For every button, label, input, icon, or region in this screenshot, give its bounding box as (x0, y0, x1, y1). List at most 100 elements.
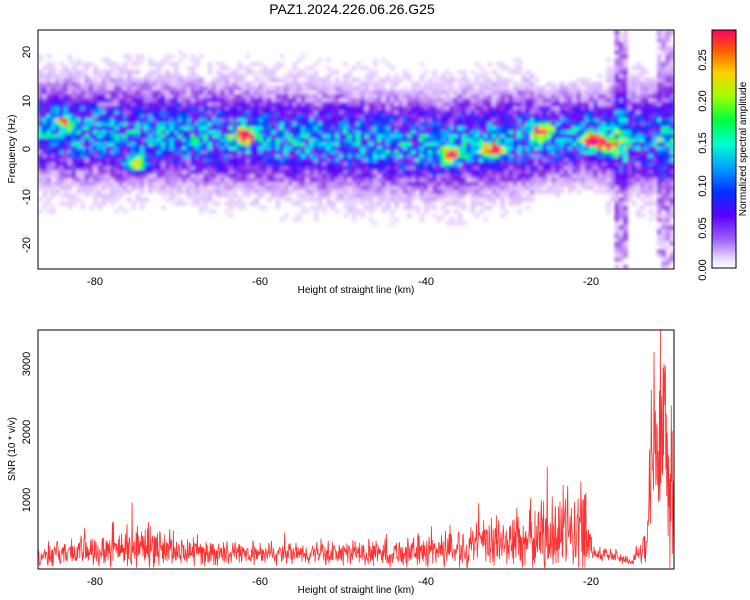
heatmap-cell (207, 105, 213, 111)
heatmap-cell (165, 97, 171, 103)
heatmap-cell (118, 89, 124, 95)
heatmap-cell (228, 133, 234, 139)
heatmap-cell (169, 185, 175, 190)
heatmap-cell (525, 197, 531, 202)
heatmap-cell (512, 197, 518, 202)
heatmap-cell (631, 105, 637, 111)
heatmap-cell (165, 81, 171, 87)
heatmap-cell (207, 137, 213, 143)
heatmap-cell (156, 129, 162, 135)
heatmap-cell (466, 137, 472, 143)
heatmap-cell (491, 89, 497, 95)
heatmap-cell (449, 81, 455, 87)
heatmap-cell (635, 153, 641, 159)
heatmap-cell (542, 109, 548, 115)
heatmap-cell (623, 129, 628, 135)
heatmap-cell (631, 161, 637, 166)
heatmap-cell (50, 141, 56, 147)
heatmap-cell (398, 145, 404, 151)
heatmap-cell (177, 93, 183, 99)
heatmap-cell (436, 133, 442, 139)
heatmap-cell (368, 141, 374, 147)
heatmap-cell (415, 109, 421, 115)
heatmap-cell (419, 181, 425, 186)
heatmap-cell (309, 181, 315, 186)
heatmap-cell (406, 169, 412, 174)
heatmap-cell (224, 77, 230, 83)
heatmap-cell (55, 173, 60, 178)
heatmap-cell (233, 169, 238, 174)
heatmap-cell (483, 165, 489, 170)
heatmap-cell (317, 193, 323, 198)
heatmap-cell (618, 121, 624, 127)
heatmap-cell (381, 113, 387, 119)
heatmap-cell (67, 201, 73, 206)
heatmap-cell (483, 117, 489, 123)
heatmap-cell (572, 85, 578, 91)
heatmap-cell (254, 153, 260, 159)
heatmap-cell (156, 73, 162, 79)
heatmap-cell (580, 157, 586, 163)
heatmap-cell (466, 185, 472, 190)
heatmap-cell (593, 153, 599, 159)
heatmap-cell (279, 133, 285, 139)
heatmap-cell (139, 141, 145, 147)
heatmap-cell (495, 101, 501, 107)
heatmap-cell (165, 53, 171, 59)
heatmap-cell (38, 141, 43, 147)
heatmap-cell (347, 93, 353, 99)
heatmap-cell (173, 113, 179, 119)
heatmap-cell (313, 105, 319, 111)
heatmap-cell (211, 145, 217, 151)
heatmap-cell (470, 141, 476, 147)
heatmap-cell (508, 149, 514, 155)
heatmap-cell (517, 185, 522, 190)
heatmap-cell (161, 137, 166, 143)
heatmap-cell (415, 141, 421, 147)
heatmap-cell (500, 97, 506, 103)
heatmap-cell (631, 177, 637, 182)
heatmap-cell (288, 105, 294, 111)
heatmap-cell (631, 85, 637, 91)
heatmap-cell (190, 153, 196, 159)
heatmap-cell (419, 217, 425, 222)
heatmap-cell (152, 97, 158, 103)
heatmap-cell (610, 161, 616, 166)
heatmap-cell (254, 85, 260, 91)
heatmap-cell (640, 97, 645, 103)
heatmap-cell (652, 101, 658, 107)
heatmap-cell (351, 125, 357, 131)
heatmap-cell (190, 113, 196, 119)
heatmap-cell (84, 185, 90, 190)
heatmap-cell (635, 185, 641, 190)
heatmap-cell (610, 77, 616, 83)
heatmap-cell (194, 101, 200, 107)
heatmap-cell (71, 113, 77, 119)
heatmap-cell (237, 101, 243, 107)
heatmap-cell (334, 141, 340, 147)
heatmap-cell (322, 109, 327, 115)
heatmap-cell (139, 97, 145, 103)
heatmap-cell (546, 153, 552, 159)
heatmap-cell (593, 101, 599, 107)
heatmap-cell (135, 185, 141, 190)
heatmap-cell (627, 101, 633, 107)
heatmap-cell (538, 85, 544, 91)
heatmap-cell (330, 129, 336, 135)
heatmap-cell (84, 105, 90, 111)
heatmap-cell (432, 117, 438, 123)
heatmap-cell (495, 169, 501, 174)
heatmap-cell (279, 125, 285, 131)
heatmap-cell (644, 173, 650, 178)
heatmap-cell (71, 109, 77, 115)
heatmap-cell (487, 125, 493, 131)
heatmap-cell (411, 149, 416, 155)
heatmap-cell (258, 113, 264, 119)
heatmap-cell (495, 141, 501, 147)
heatmap-cell (343, 161, 349, 166)
heatmap-cell (177, 145, 183, 151)
heatmap-cell (93, 101, 98, 107)
heatmap-cell (118, 149, 124, 155)
heatmap-cell (521, 169, 527, 174)
heatmap-cell (228, 205, 234, 210)
